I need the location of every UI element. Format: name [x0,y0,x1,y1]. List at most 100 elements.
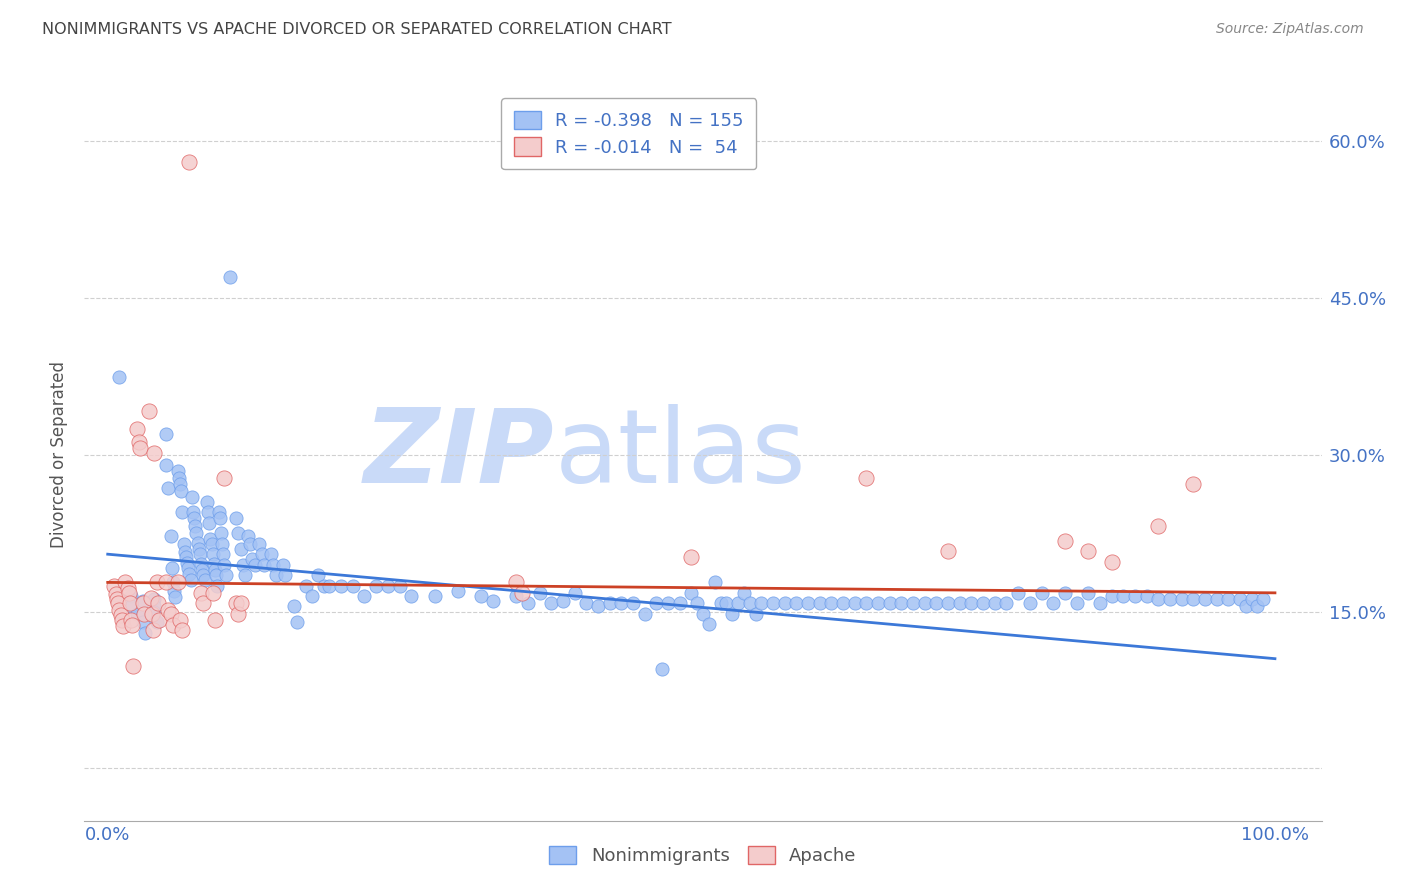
Point [1066,596,1088,610]
Point [148,613,170,627]
Point [159,607,181,621]
Point [260,547,283,561]
Point [197,505,219,519]
Point [157,602,180,616]
Point [228,526,250,541]
Point [274,568,297,582]
Point [879,596,901,610]
Point [235,568,257,582]
Point [146,596,169,610]
Point [201,547,224,561]
Point [264,568,287,582]
Point [995,596,1018,610]
Point [143,599,166,614]
Point [271,558,294,572]
Point [172,505,194,519]
Point [214,471,236,485]
Point [1170,592,1192,607]
Point [169,477,191,491]
Point [205,568,228,582]
Point [214,568,236,582]
Point [657,596,679,610]
Point [145,615,167,629]
Point [232,558,254,572]
Point [169,613,191,627]
Point [179,155,201,169]
Point [143,446,166,460]
Point [312,578,335,592]
Point [105,592,128,607]
Point [202,557,225,571]
Point [188,547,211,561]
Point [118,596,141,610]
Point [1053,533,1076,548]
Point [1182,592,1205,607]
Point [785,596,807,610]
Point [157,481,180,495]
Point [844,596,866,610]
Point [225,510,247,524]
Point [193,568,215,582]
Point [808,596,831,610]
Point [132,607,155,621]
Point [353,589,375,603]
Point [204,613,226,627]
Point [1101,589,1123,603]
Point [529,586,551,600]
Point [204,563,226,577]
Point [143,605,166,619]
Point [163,583,186,598]
Point [110,607,132,622]
Point [633,607,655,621]
Point [901,596,924,610]
Point [229,541,252,556]
Point [212,547,235,561]
Point [187,541,209,556]
Point [176,556,198,570]
Point [190,586,212,600]
Point [125,422,148,436]
Point [194,574,217,588]
Point [173,537,195,551]
Point [1031,586,1053,600]
Point [727,596,749,610]
Point [143,592,166,607]
Point [621,596,644,610]
Legend: R = -0.398   N = 155, R = -0.014   N =  54: R = -0.398 N = 155, R = -0.014 N = 54 [501,98,756,169]
Point [564,586,586,600]
Point [104,587,127,601]
Point [301,589,323,603]
Point [1042,596,1064,610]
Y-axis label: Divorced or Separated: Divorced or Separated [51,361,69,549]
Point [1077,586,1099,600]
Point [208,510,231,524]
Point [1229,592,1251,607]
Point [253,558,276,572]
Text: atlas: atlas [554,404,806,506]
Point [211,537,233,551]
Point [155,427,177,442]
Point [510,586,533,600]
Point [797,596,820,610]
Point [1159,592,1181,607]
Point [366,578,388,592]
Point [738,596,761,610]
Text: NONIMMIGRANTS VS APACHE DIVORCED OR SEPARATED CORRELATION CHART: NONIMMIGRANTS VS APACHE DIVORCED OR SEPA… [42,22,672,37]
Point [1218,592,1240,607]
Point [198,516,221,530]
Point [1251,592,1274,607]
Point [250,547,273,561]
Point [174,550,197,565]
Point [229,596,252,610]
Point [200,532,222,546]
Point [681,550,703,565]
Point [855,596,877,610]
Point [697,617,720,632]
Point [219,270,242,285]
Point [925,596,948,610]
Point [342,578,364,592]
Point [285,615,308,629]
Point [716,596,738,610]
Point [1246,599,1268,614]
Point [132,607,155,621]
